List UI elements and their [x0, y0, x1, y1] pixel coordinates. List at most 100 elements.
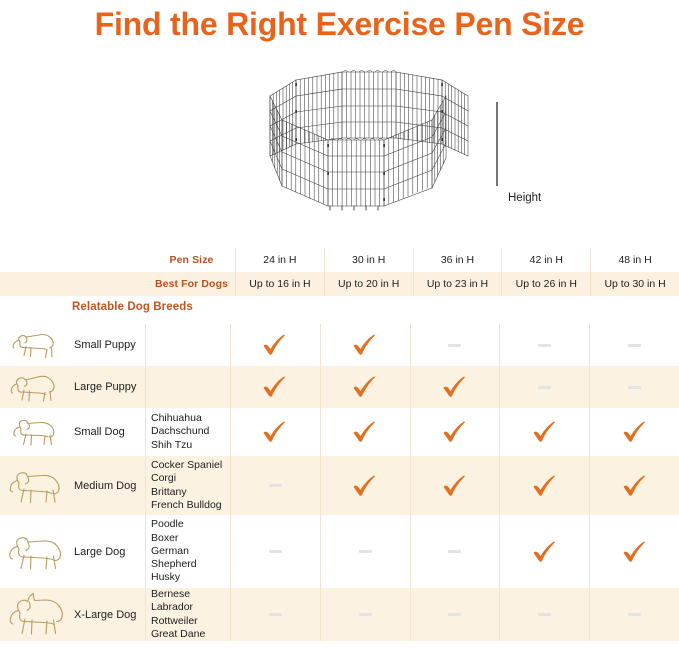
- table-row: Large Dog Poodle Boxer German Shepherd Husky: [0, 515, 679, 588]
- dash-marker: [538, 343, 552, 347]
- cell-not-supported: [409, 324, 500, 366]
- checkmark-icon: [353, 475, 376, 496]
- cell-supported: [230, 366, 320, 408]
- large-dog-icon: [9, 536, 62, 570]
- header-spacer-2: [0, 272, 148, 296]
- row-icon-cell: [0, 456, 72, 515]
- dash-marker: [268, 550, 282, 553]
- checkmark-icon: [443, 421, 465, 442]
- header-cell-pen-size-2: 30 in H: [323, 248, 413, 272]
- table-header-row-best-for-dogs: Best For Dogs Up to 16 in H Up to 20 in …: [0, 272, 679, 296]
- dash-marker: [448, 550, 462, 553]
- checkmark-icon: [623, 541, 645, 562]
- row-label: X-Large Dog: [74, 608, 137, 621]
- dash-marker: [268, 484, 282, 487]
- header-cell-best-for-1: Up to 16 in H: [235, 272, 324, 296]
- cell-supported: [319, 324, 410, 366]
- small-dog-icon: [13, 419, 55, 446]
- cell-supported: [230, 408, 320, 456]
- row-label: Medium Dog: [74, 479, 137, 492]
- dash-marker: [448, 613, 462, 616]
- cell-not-supported: [589, 324, 679, 366]
- large-puppy-icon: [10, 375, 55, 402]
- header-cell-best-for-5: Up to 30 in H: [590, 272, 679, 296]
- header-label-pen-size: Pen Size: [169, 254, 214, 266]
- cell-supported: [230, 324, 320, 366]
- table-row: Medium Dog Cocker Spaniel Corgi Brittany Fre…: [0, 456, 679, 515]
- row-breeds-list: Poodle Boxer German Shepherd Husky: [145, 515, 230, 588]
- cell-supported: [499, 408, 589, 456]
- small-puppy-icon: [12, 333, 54, 359]
- row-breeds-list: Bernese Labrador Rottweiler Great Dane: [145, 588, 230, 641]
- header-cell-pen-size-5: 48 in H: [590, 248, 679, 272]
- row-label: Small Puppy: [74, 339, 136, 351]
- cell-not-supported: [499, 324, 589, 366]
- height-label: Height: [508, 192, 542, 204]
- row-icon-cell: [0, 515, 72, 588]
- checkmark-icon: [533, 475, 555, 496]
- table-body: Small Puppy Large Puppy Small Dog Chihuahua…: [0, 324, 679, 641]
- dash-marker: [448, 343, 462, 347]
- table-row: Large Puppy: [0, 366, 679, 408]
- checkmark-icon: [264, 334, 286, 355]
- cell-not-supported: [499, 366, 589, 408]
- cell-supported: [589, 456, 679, 515]
- x-large-dog-icon: [9, 592, 63, 635]
- cell-not-supported: [409, 588, 500, 641]
- cell-supported: [319, 366, 410, 408]
- header-cell-pen-size-4: 42 in H: [501, 248, 590, 272]
- row-breeds-list: [145, 324, 230, 366]
- cell-supported: [409, 366, 500, 408]
- checkmark-icon: [443, 376, 465, 397]
- header-label-best-for-dogs: Best For Dogs: [154, 278, 229, 290]
- row-breeds-list: Chihuahua Dachschund Shih Tzu: [145, 408, 230, 456]
- row-icon-cell: [0, 588, 72, 641]
- header-spacer: [0, 248, 148, 272]
- cell-not-supported: [499, 588, 589, 641]
- checkmark-icon: [623, 475, 645, 496]
- header-cell-best-for-2: Up to 20 in H: [323, 272, 413, 296]
- checkmark-icon: [264, 376, 286, 397]
- row-icon-cell: [0, 366, 72, 408]
- row-breeds-list: Cocker Spaniel Corgi Brittany French Bulldo…: [145, 456, 230, 515]
- table-header-row-pen-size: Pen Size 24 in H 30 in H 36 in H 42 in H…: [0, 248, 679, 272]
- checkmark-icon: [533, 421, 555, 442]
- row-breeds-list: [145, 366, 230, 408]
- dash-marker: [358, 550, 372, 553]
- cell-supported: [319, 456, 410, 515]
- header-cell-pen-size-3: 36 in H: [412, 248, 502, 272]
- row-label: Large Puppy: [74, 381, 137, 393]
- medium-dog-icon: [9, 471, 60, 503]
- row-icon-cell: [0, 408, 72, 456]
- table-row: X-Large Dog Bernese Labrador Rottweiler Grea…: [0, 588, 679, 641]
- header-cell-pen-size-1: 24 in H: [235, 248, 324, 272]
- checkmark-icon: [623, 421, 645, 442]
- cell-supported: [589, 408, 679, 456]
- cell-supported: [499, 456, 589, 515]
- cell-not-supported: [230, 515, 320, 588]
- dash-marker: [538, 613, 552, 616]
- dash-marker: [538, 385, 552, 389]
- pen-size-table: Pen Size 24 in H 30 in H 36 in H 42 in H…: [0, 248, 679, 641]
- cell-not-supported: [319, 588, 410, 641]
- cell-supported: [409, 456, 500, 515]
- dash-marker: [358, 613, 372, 616]
- dash-marker: [628, 385, 642, 389]
- exercise-pen-illustration: [269, 70, 498, 211]
- header-cell-best-for-3: Up to 23 in H: [412, 272, 502, 296]
- dash-marker: [628, 343, 642, 347]
- cell-supported: [319, 408, 410, 456]
- cell-supported: [499, 515, 589, 588]
- row-icon-cell: [0, 324, 72, 366]
- cell-not-supported: [230, 588, 320, 641]
- checkmark-icon: [353, 421, 376, 442]
- relatable-dog-breeds-heading: Relatable Dog Breeds: [72, 301, 193, 313]
- checkmark-icon: [353, 376, 376, 397]
- header-cell-best-for-4: Up to 26 in H: [501, 272, 590, 296]
- checkmark-icon: [443, 475, 465, 496]
- cell-not-supported: [589, 588, 679, 641]
- row-label: Large Dog: [74, 545, 126, 558]
- page-title: Find the Right Exercise Pen Size: [94, 6, 585, 42]
- cell-not-supported: [589, 366, 679, 408]
- cell-not-supported: [319, 515, 410, 588]
